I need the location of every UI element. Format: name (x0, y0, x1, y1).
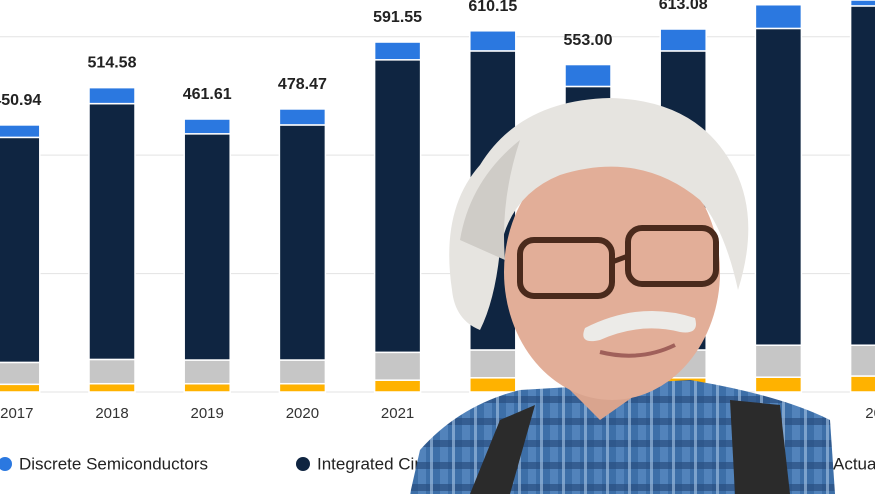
bar-segment (373, 351, 422, 381)
bar-segment (754, 27, 803, 346)
bar-segment (0, 124, 41, 139)
bar-segment (564, 63, 612, 88)
bar-segment (469, 30, 517, 52)
bar-segment (754, 344, 803, 378)
bar-segment (0, 136, 41, 364)
x-tick-label: 2019 (191, 405, 224, 422)
bar-segment (88, 358, 136, 385)
total-label: 610.15 (468, 0, 517, 15)
total-label: 613.08 (659, 0, 708, 13)
total-label: 478.47 (278, 76, 327, 93)
bar-segment (88, 102, 136, 361)
bar-segment (88, 86, 136, 105)
bar-segment (373, 41, 422, 61)
bar-segment (849, 0, 875, 7)
legend-marker (296, 457, 310, 471)
bar-segment (754, 376, 803, 393)
bar-segment (278, 124, 327, 361)
bar-segment (88, 382, 136, 393)
total-label: 553.00 (564, 32, 613, 49)
bar-segment (849, 344, 875, 377)
bar-segment (183, 118, 231, 135)
bar-segment (183, 133, 231, 361)
total-label: 450.94 (0, 92, 41, 109)
x-tick-label: 2018 (95, 405, 128, 422)
total-label: 591.55 (373, 9, 422, 26)
bar-segment (754, 3, 803, 30)
bar-segment (183, 359, 231, 385)
bar-segment (183, 382, 231, 393)
x-tick-label: 2017 (0, 405, 33, 422)
total-label: 514.58 (88, 55, 137, 72)
bar-segment (849, 5, 875, 346)
x-tick-label: 2020 (286, 405, 319, 422)
bar-segment (373, 59, 422, 354)
total-label: 461.61 (183, 86, 232, 103)
bar-segment (278, 359, 327, 385)
bar-segment (278, 382, 327, 393)
bar-segment (278, 108, 327, 126)
person-photo (410, 98, 835, 494)
bar-segment (0, 383, 41, 393)
x-tick-label: 20 (865, 405, 875, 422)
bar-segment (373, 379, 422, 393)
legend-label: Discrete Semiconductors (19, 454, 208, 473)
bar-segment (849, 375, 875, 393)
x-tick-label: 2021 (381, 405, 414, 422)
bar-segment (469, 377, 517, 393)
bar-segment (659, 28, 707, 52)
bar-segment (0, 361, 41, 386)
legend-marker (0, 457, 12, 471)
legend-label: Actua (833, 454, 875, 473)
bar-segment (469, 349, 517, 379)
